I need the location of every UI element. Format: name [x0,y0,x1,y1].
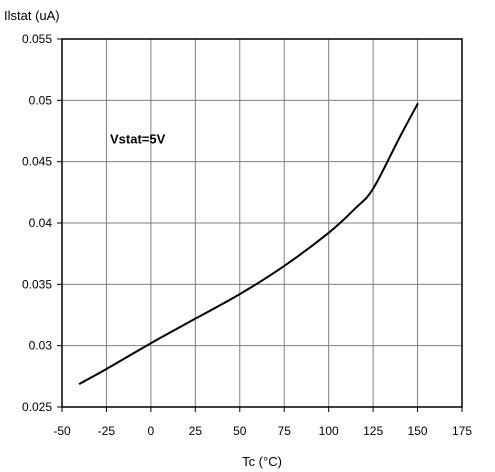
series-line [78,103,419,385]
x-tick-label: 150 [408,424,428,438]
y-tick-label: 0.035 [22,277,52,291]
x-tick-label: 100 [319,424,339,438]
y-tick-label: 0.045 [22,155,52,169]
y-tick-label: 0.05 [29,93,53,107]
y-axis-label: Ilstat (uA) [4,8,60,23]
x-tick-label: -50 [53,424,71,438]
x-tick-label: 0 [148,424,155,438]
x-tick-label: 125 [363,424,383,438]
y-tick-label: 0.04 [29,216,53,230]
x-axis-label: Tc (°C) [242,454,282,469]
grid-layer [62,39,462,407]
x-tick-label: 25 [189,424,203,438]
x-tick-label: 175 [452,424,472,438]
annotation-label: Vstat=5V [110,131,166,146]
x-tick-label: -25 [98,424,116,438]
y-tick-label: 0.025 [22,400,52,414]
x-tick-label: 50 [233,424,247,438]
x-tick-label: 75 [278,424,292,438]
series-layer [78,103,419,385]
y-tick-label: 0.055 [22,32,52,46]
y-tick-label: 0.03 [29,339,53,353]
tick-label-layer: -50 -25 0 25 50 75 100 125 150 175 0.025 0.03 0.035 0… [22,32,472,438]
axis-layer [57,38,463,412]
